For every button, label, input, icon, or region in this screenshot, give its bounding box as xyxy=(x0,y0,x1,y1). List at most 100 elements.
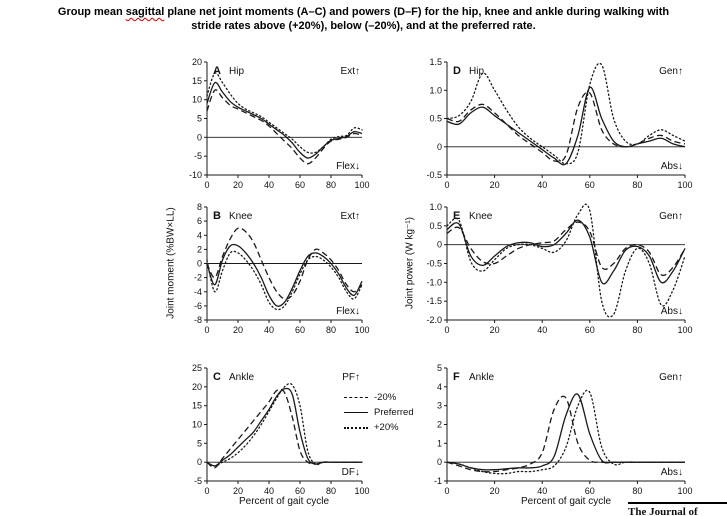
svg-text:8: 8 xyxy=(197,202,202,212)
svg-text:60: 60 xyxy=(585,486,595,496)
svg-text:0: 0 xyxy=(444,486,449,496)
svg-text:40: 40 xyxy=(537,486,547,496)
svg-text:0.5: 0.5 xyxy=(429,221,442,231)
svg-text:40: 40 xyxy=(537,325,547,335)
caption-text-pre: Group mean xyxy=(57,6,126,18)
svg-text:-5: -5 xyxy=(194,476,202,486)
svg-text:3: 3 xyxy=(437,401,442,411)
svg-text:0: 0 xyxy=(197,457,202,467)
svg-text:-1: -1 xyxy=(434,476,442,486)
legend-item-preferred: Preferred xyxy=(344,405,414,420)
svg-text:Ext↑: Ext↑ xyxy=(341,66,360,77)
svg-text:-0.5: -0.5 xyxy=(426,170,442,180)
svg-text:Ankle: Ankle xyxy=(229,372,254,383)
svg-text:1.0: 1.0 xyxy=(429,202,442,212)
svg-text:F: F xyxy=(453,371,460,383)
svg-text:40: 40 xyxy=(264,486,274,496)
svg-text:Gen↑: Gen↑ xyxy=(659,372,683,383)
svg-text:0: 0 xyxy=(437,240,442,250)
svg-text:15: 15 xyxy=(192,76,202,86)
svg-text:Hip: Hip xyxy=(229,66,244,77)
solid-line-sample xyxy=(344,412,368,413)
svg-text:80: 80 xyxy=(326,180,336,190)
svg-text:-4: -4 xyxy=(194,287,202,297)
caption-misspelled-word: sagittal xyxy=(125,6,165,18)
svg-text:6: 6 xyxy=(197,216,202,226)
svg-text:80: 80 xyxy=(326,325,336,335)
svg-text:0: 0 xyxy=(197,132,202,142)
svg-text:60: 60 xyxy=(295,180,305,190)
caption-line-2: stride rates above (+20%), below (–20%),… xyxy=(0,19,727,33)
svg-text:Flex↓: Flex↓ xyxy=(336,306,360,317)
svg-text:100: 100 xyxy=(677,486,692,496)
svg-text:-0.5: -0.5 xyxy=(426,259,442,269)
svg-text:5: 5 xyxy=(197,114,202,124)
ylabel-joint-moment: Joint moment (%BW×LL) xyxy=(165,207,177,319)
svg-text:60: 60 xyxy=(585,180,595,190)
svg-text:Knee: Knee xyxy=(469,211,493,222)
svg-text:60: 60 xyxy=(585,325,595,335)
svg-text:100: 100 xyxy=(354,486,369,496)
svg-text:100: 100 xyxy=(677,180,692,190)
caption-line-1: Group mean sagittal plane net joint mome… xyxy=(0,5,727,19)
svg-text:100: 100 xyxy=(354,180,369,190)
legend-item-plus20: +20% xyxy=(344,420,414,435)
caption-text-post: plane net joint moments (A–C) and powers… xyxy=(164,6,670,18)
dotted-line-sample xyxy=(344,426,368,429)
svg-text:0: 0 xyxy=(197,259,202,269)
svg-text:10: 10 xyxy=(192,95,202,105)
svg-text:60: 60 xyxy=(295,325,305,335)
svg-text:20: 20 xyxy=(490,180,500,190)
svg-text:Hip: Hip xyxy=(469,66,484,77)
svg-text:Ankle: Ankle xyxy=(469,372,494,383)
svg-text:20: 20 xyxy=(490,486,500,496)
svg-text:1: 1 xyxy=(437,438,442,448)
svg-text:40: 40 xyxy=(264,325,274,335)
svg-text:E: E xyxy=(453,210,460,222)
svg-text:-6: -6 xyxy=(194,301,202,311)
svg-text:40: 40 xyxy=(264,180,274,190)
svg-text:-10: -10 xyxy=(189,170,202,180)
svg-text:Abs↓: Abs↓ xyxy=(661,467,683,478)
svg-text:100: 100 xyxy=(354,325,369,335)
svg-text:80: 80 xyxy=(632,180,642,190)
xlabel-gait-cycle-left: Percent of gait cycle xyxy=(238,496,330,507)
svg-text:Knee: Knee xyxy=(229,211,253,222)
dashed-line-sample xyxy=(344,397,368,398)
svg-text:0: 0 xyxy=(437,142,442,152)
svg-text:2: 2 xyxy=(197,244,202,254)
svg-text:100: 100 xyxy=(677,325,692,335)
svg-text:4: 4 xyxy=(437,382,442,392)
journal-footer: The Journal of xyxy=(628,502,727,516)
svg-text:15: 15 xyxy=(192,401,202,411)
svg-text:20: 20 xyxy=(233,486,243,496)
svg-text:Abs↓: Abs↓ xyxy=(661,161,683,172)
ylabel-joint-power: Joint power (W kg⁻¹) xyxy=(404,217,416,309)
svg-text:C: C xyxy=(213,371,221,383)
legend: -20% Preferred +20% xyxy=(344,390,414,435)
svg-text:-1.5: -1.5 xyxy=(426,296,442,306)
svg-text:40: 40 xyxy=(537,180,547,190)
svg-text:20: 20 xyxy=(490,325,500,335)
svg-text:0: 0 xyxy=(204,180,209,190)
svg-text:-2: -2 xyxy=(194,273,202,283)
legend-label: +20% xyxy=(374,422,399,433)
svg-text:-8: -8 xyxy=(194,315,202,325)
svg-text:1.5: 1.5 xyxy=(429,57,442,67)
svg-text:0: 0 xyxy=(204,486,209,496)
svg-text:0: 0 xyxy=(437,457,442,467)
svg-text:20: 20 xyxy=(192,382,202,392)
svg-text:Abs↓: Abs↓ xyxy=(661,306,683,317)
legend-item-minus20: -20% xyxy=(344,390,414,405)
svg-text:Gen↑: Gen↑ xyxy=(659,211,683,222)
svg-text:25: 25 xyxy=(192,363,202,373)
svg-text:-5: -5 xyxy=(194,151,202,161)
svg-text:20: 20 xyxy=(233,180,243,190)
svg-text:20: 20 xyxy=(233,325,243,335)
svg-text:20: 20 xyxy=(192,57,202,67)
